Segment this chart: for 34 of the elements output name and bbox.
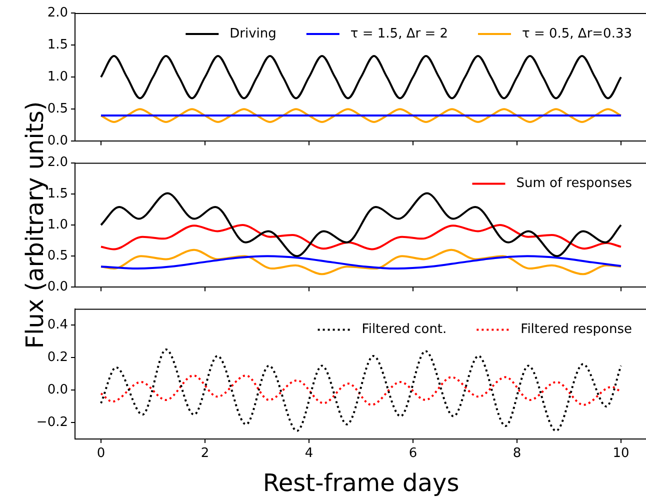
legend-label: Filtered response: [520, 322, 632, 338]
y-tick-label: 1.5: [47, 186, 68, 202]
line-series: [100, 348, 622, 432]
legend-label: τ = 1.5, Δr = 2: [350, 26, 448, 42]
y-tick-label: −0.2: [36, 415, 68, 430]
x-tick-label: 10: [612, 446, 630, 462]
y-tick-label: 0.0: [47, 382, 68, 398]
x-axis-title: Rest-frame days: [262, 468, 460, 497]
legend-label: Filtered cont.: [362, 322, 447, 338]
legend-label: τ = 0.5, Δr=0.33: [522, 26, 632, 42]
y-tick-label: 2.0: [47, 155, 68, 170]
y-tick-label: 0.0: [47, 280, 68, 295]
y-tick-label: 1.0: [47, 217, 68, 232]
y-tick-label: 0.2: [47, 350, 68, 365]
line-series: [100, 224, 622, 250]
y-tick-label: 0.0: [47, 134, 68, 149]
line-series: [100, 192, 622, 258]
y-tick-label: 1.0: [47, 69, 68, 84]
line-series: [100, 374, 622, 406]
y-tick-label: 0.5: [47, 102, 68, 117]
line-series: [100, 255, 622, 270]
y-tick-label: 0.5: [47, 248, 68, 264]
x-tick-label: 0: [96, 446, 106, 462]
y-axis-title: Flux (arbitrary units): [21, 101, 49, 349]
y-tick-label: 2.0: [47, 5, 68, 20]
line-series: [100, 248, 622, 276]
x-tick-label: 6: [408, 446, 418, 462]
legend-label: Driving: [230, 26, 276, 42]
x-tick-label: 4: [304, 446, 314, 462]
legend-label: Sum of responses: [516, 176, 632, 192]
y-tick-label: 0.4: [47, 317, 68, 332]
x-tick-label: 2: [200, 446, 210, 462]
x-tick-label: 8: [512, 446, 522, 462]
y-tick-label: 1.5: [47, 37, 68, 52]
